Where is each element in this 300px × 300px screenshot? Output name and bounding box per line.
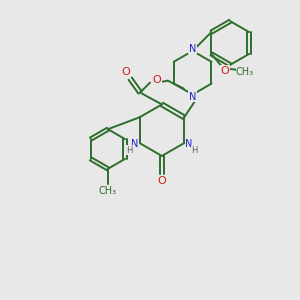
Text: O: O: [158, 176, 166, 186]
Text: O: O: [122, 67, 130, 77]
Text: H: H: [127, 146, 133, 154]
Text: H: H: [191, 146, 197, 154]
Text: N: N: [185, 139, 193, 149]
Text: CH₃: CH₃: [99, 186, 117, 196]
Text: N: N: [189, 92, 196, 101]
Text: N: N: [131, 139, 138, 149]
Text: N: N: [189, 44, 196, 54]
Text: CH₃: CH₃: [236, 67, 254, 77]
Text: O: O: [221, 66, 230, 76]
Text: O: O: [153, 75, 161, 85]
